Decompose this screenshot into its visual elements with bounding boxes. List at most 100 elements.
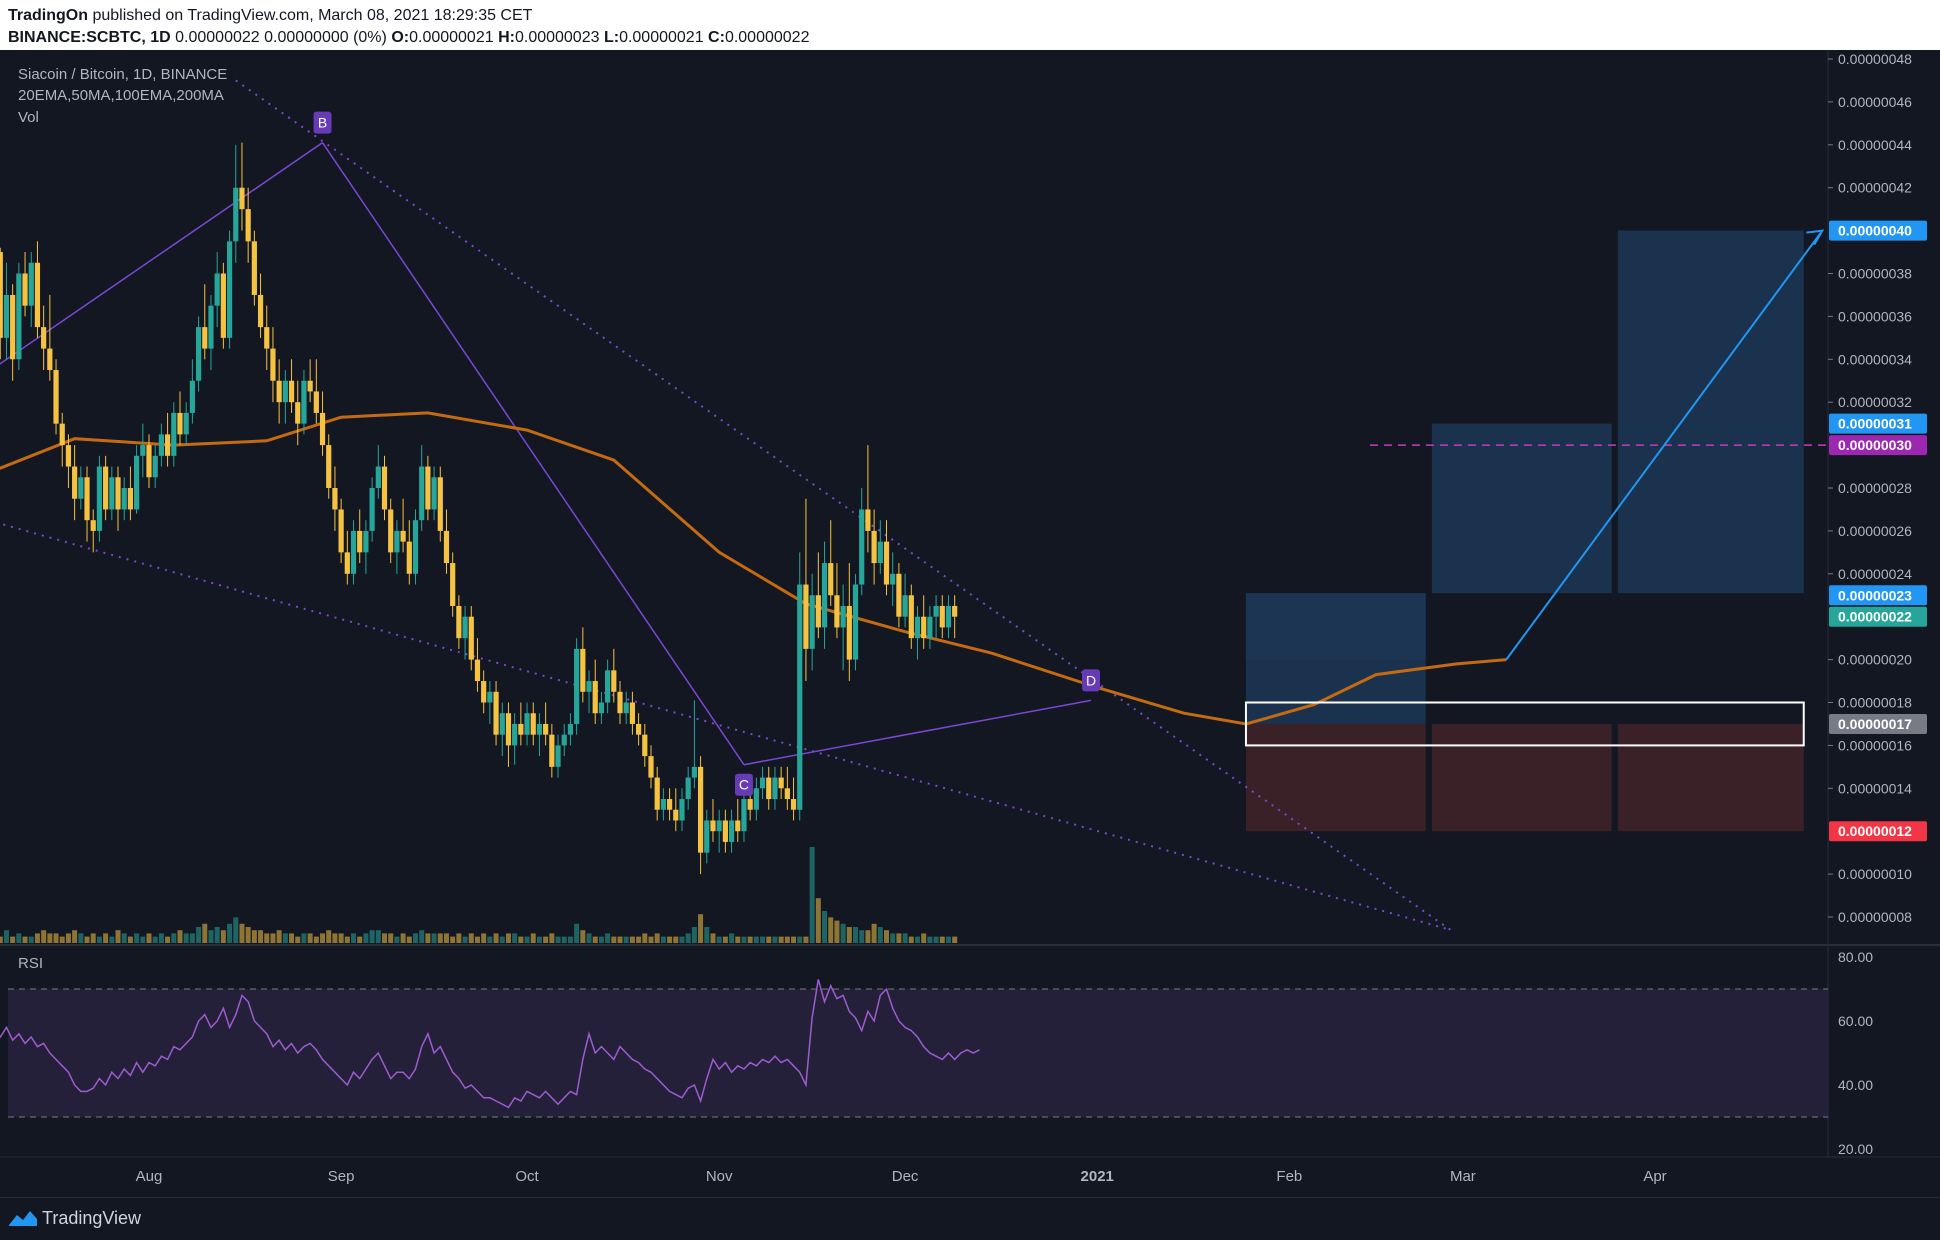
candle [72,466,78,499]
candle [363,530,369,553]
pattern-point-b-badge [313,111,332,134]
volume-bar [865,930,871,943]
volume-bar [146,933,152,943]
candle [908,595,914,639]
candle [16,273,22,360]
candle [753,788,759,810]
time-label: Apr [1643,1168,1666,1185]
volume-bar [512,933,518,943]
indicator-list[interactable]: 20EMA,50MA,100EMA,200MA [18,87,224,104]
candle [202,327,208,349]
volume-bar [171,933,177,943]
volume-bar [326,930,332,943]
volume-bar [952,936,958,943]
volume-legend[interactable]: Vol [18,109,39,126]
candle [239,187,245,210]
candle [177,412,183,435]
publish-line: TradingOn published on TradingView.com, … [8,7,532,25]
volume-bar [158,933,164,943]
volume-bar [59,936,65,943]
volume-bar [196,927,202,943]
price-label: 0.00000031 [1838,416,1912,432]
candle [660,799,666,810]
candle [803,584,809,649]
change-value: 0.00000022 0.00000000 (0%) [175,29,387,46]
candle [592,681,598,714]
candle [611,670,617,692]
volume-bar [202,923,208,943]
candle [443,530,450,564]
candle [586,681,592,692]
volume-bar [778,936,784,943]
volume-bar [443,933,449,943]
volume-bar [431,933,437,943]
volume-bar [877,927,883,943]
candle [716,820,722,832]
price-label-box [1829,220,1927,241]
candle [350,530,357,574]
volume-bar [462,936,468,943]
price-chart[interactable]: B C D 80.00 60.00 40.00 20.00 0.00000048 0.000… [0,50,1940,1197]
price-label-box [1829,713,1927,734]
candle [939,605,945,628]
price-tick-label: 0.00000038 [1838,266,1912,282]
volume-bar [753,936,759,943]
candle [512,723,518,746]
candle [140,445,146,456]
volume-bar [437,933,443,943]
candle [574,648,580,724]
candle [815,595,821,628]
rsi-legend[interactable]: RSI [18,955,44,972]
volume-bar [623,936,629,943]
candle [933,605,939,617]
price-label: 0.00000017 [1838,716,1912,732]
author-name[interactable]: TradingOn [8,7,88,24]
volume-bar [772,936,778,943]
candle [425,466,431,510]
time-label: Mar [1450,1168,1476,1185]
candle [722,820,728,842]
candle [183,412,189,435]
volume-bar [394,936,400,943]
candle [34,262,41,328]
candle [295,402,301,424]
volume-bar [264,933,270,943]
candle [164,434,171,456]
candle [78,477,84,499]
candle [90,520,96,531]
candle [914,616,921,639]
volume-bar [493,933,499,943]
close-value: 0.00000022 [724,29,810,46]
volume-bar [233,917,239,943]
price-tick-label: 0.00000018 [1838,695,1912,711]
volume-bar [10,936,16,943]
price-label: 0.00000012 [1838,823,1912,839]
candle [821,563,828,628]
volume-bar [704,927,710,943]
candle [790,799,797,810]
volume-bar [828,917,834,943]
candle [797,584,803,810]
volume-bar [140,936,146,943]
candle [952,605,958,617]
candle [493,691,499,735]
volume-bar [822,911,828,943]
candle [883,541,890,585]
candle [648,756,654,778]
candle [605,670,611,703]
pattern-point-c: C [739,777,749,793]
volume-bar [939,936,945,943]
volume-bar [78,933,84,943]
time-label: Nov [706,1168,733,1185]
candle [691,766,697,778]
tradingview-brand[interactable]: TradingView [42,1208,142,1228]
volume-bar [134,933,140,943]
candle [251,241,257,295]
candle [171,412,177,456]
volume-bar [499,936,505,943]
candle [530,713,536,735]
volume-bar [592,936,598,943]
candle [673,809,679,821]
rsi-line [0,979,980,1109]
volume-bar [338,933,344,943]
